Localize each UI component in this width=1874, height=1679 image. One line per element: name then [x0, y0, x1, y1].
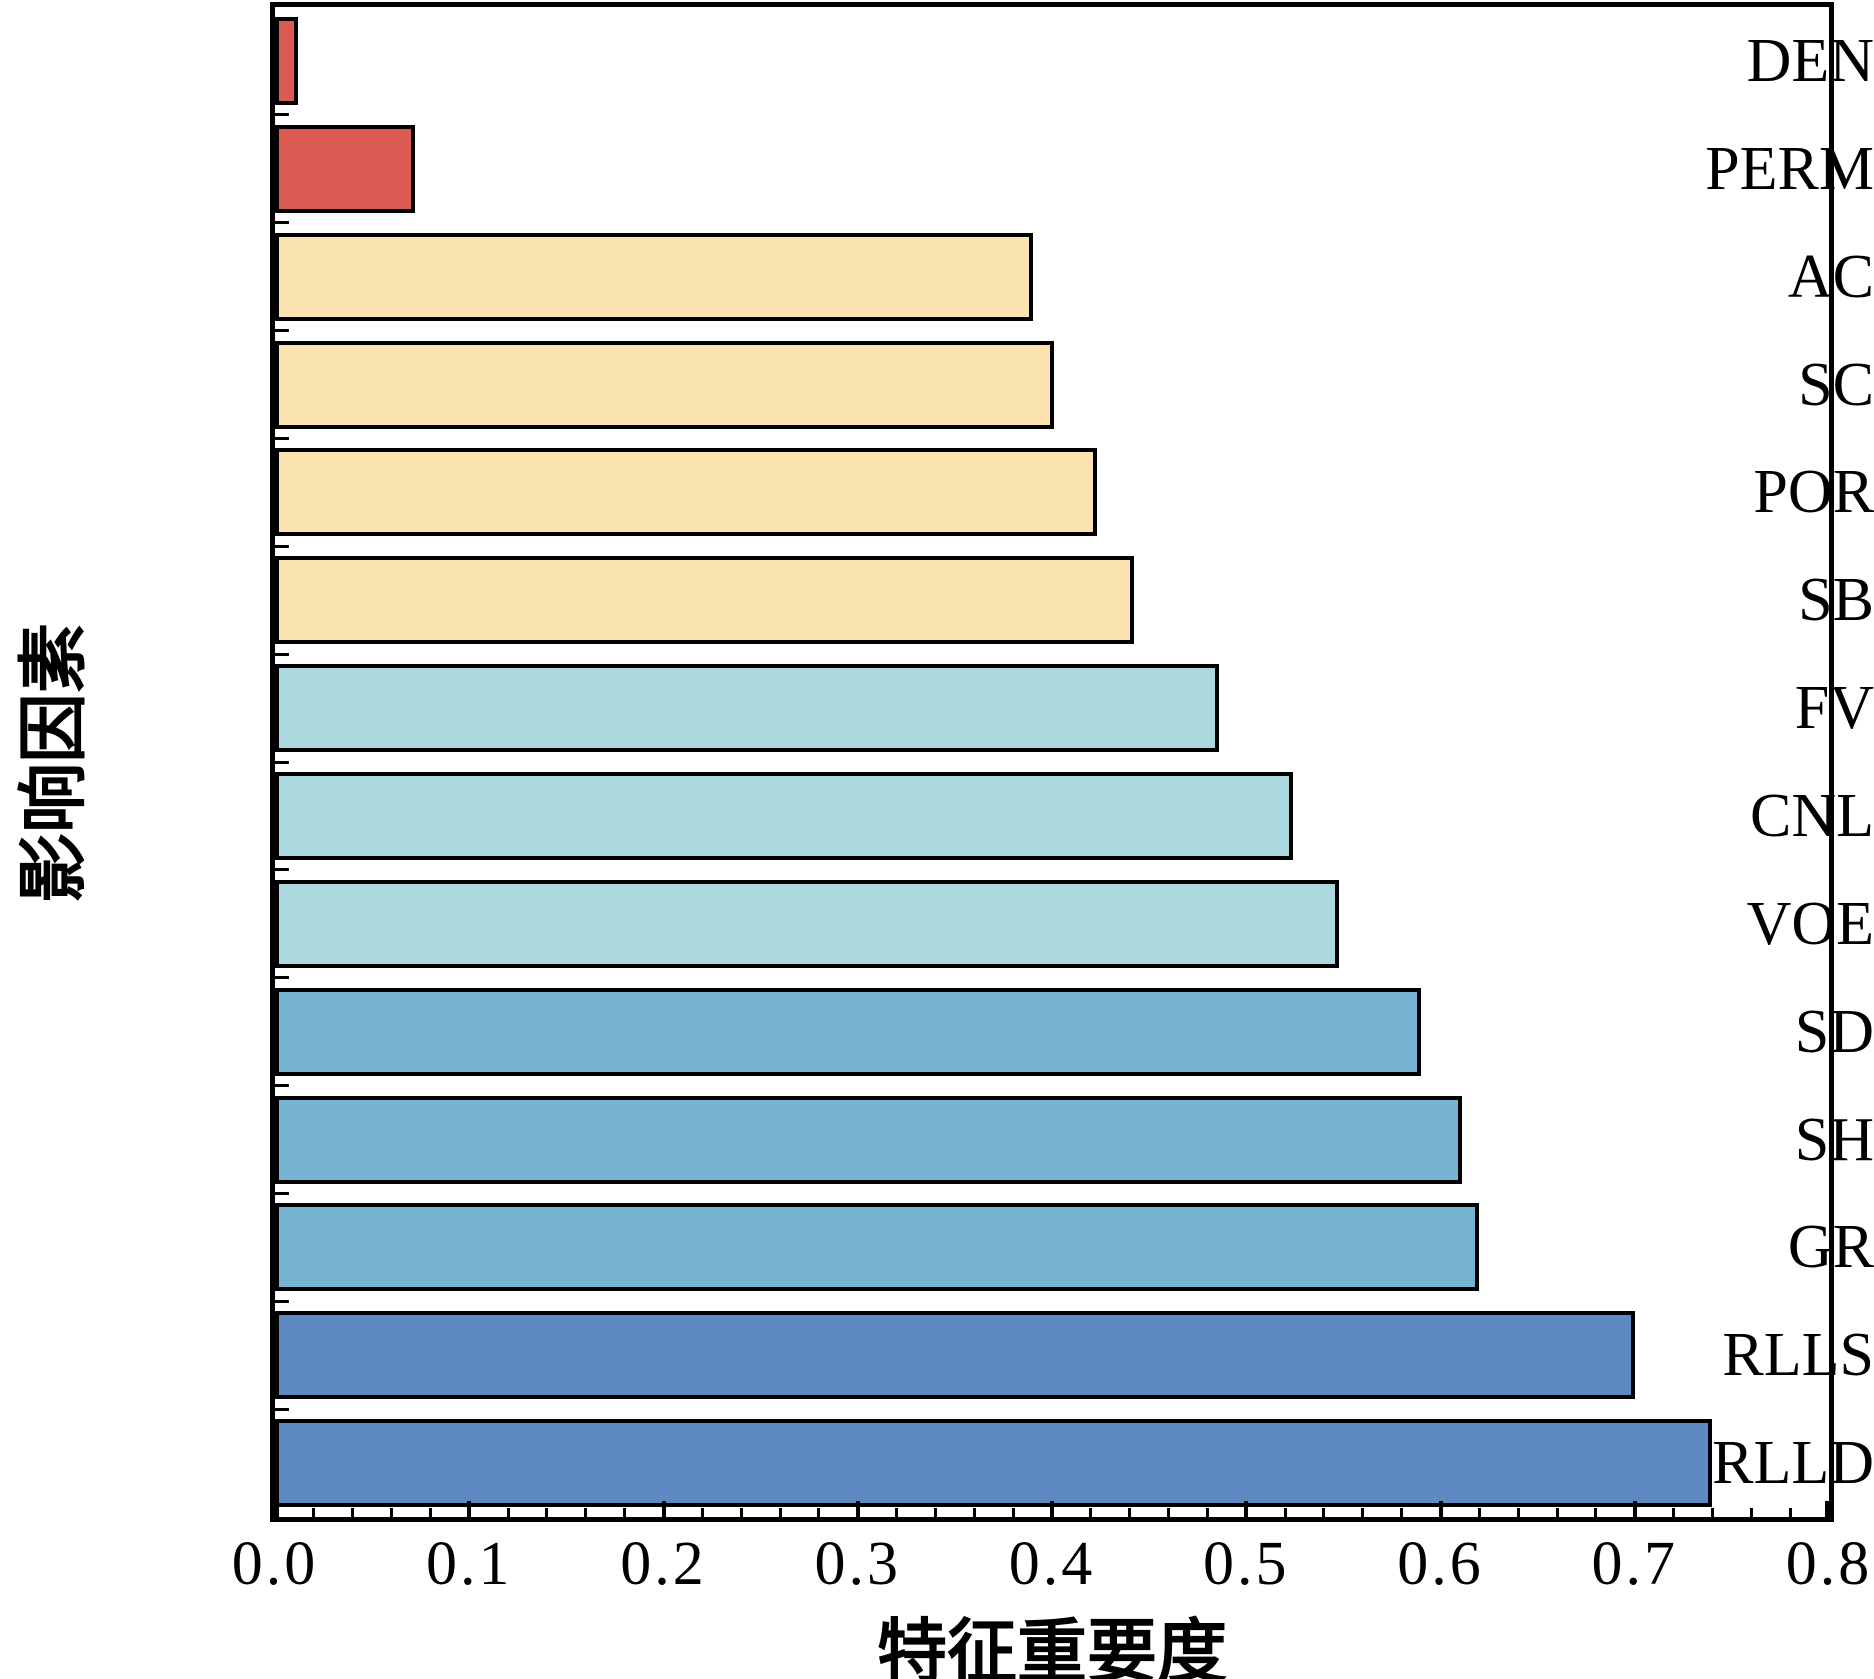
y-tick-label-DEN: DEN	[1746, 26, 1874, 95]
x-axis-major-tick	[1050, 1501, 1054, 1517]
x-axis-minor-tick	[312, 1508, 316, 1517]
x-axis-minor-tick	[778, 1508, 782, 1517]
y-axis-minor-tick	[275, 221, 289, 225]
bar-PERM	[275, 124, 415, 213]
x-axis-major-tick	[1438, 1501, 1443, 1517]
x-tick-label-0.5: 0.5	[1203, 1530, 1290, 1598]
x-axis-major-tick	[467, 1501, 472, 1517]
x-axis-minor-tick	[584, 1508, 588, 1517]
bar-SC	[275, 340, 1054, 429]
y-axis-minor-tick	[275, 652, 289, 656]
x-axis-minor-tick	[1710, 1508, 1714, 1517]
y-axis-minor-tick	[275, 1084, 289, 1088]
x-axis-minor-tick	[1089, 1508, 1093, 1517]
x-tick-label-0.8: 0.8	[1785, 1530, 1873, 1598]
y-axis-minor-tick	[275, 436, 289, 440]
x-axis-minor-tick	[1011, 1508, 1015, 1517]
y-axis-minor-tick	[275, 113, 289, 117]
y-tick-label-RLLD: RLLD	[1712, 1429, 1874, 1498]
y-axis-minor-tick	[275, 868, 289, 872]
x-axis-minor-tick	[1516, 1508, 1520, 1517]
y-tick-label-CNL: CNL	[1750, 781, 1874, 850]
x-axis-minor-tick	[817, 1508, 821, 1517]
x-tick-label-0.7: 0.7	[1591, 1530, 1678, 1598]
bar-SH	[275, 1095, 1462, 1184]
x-axis-minor-tick	[1555, 1508, 1559, 1517]
x-axis-major-tick	[661, 1501, 666, 1517]
y-tick-label-PERM: PERM	[1705, 134, 1874, 203]
x-axis-minor-tick	[1167, 1508, 1171, 1517]
y-tick-label-SB: SB	[1798, 566, 1874, 635]
x-axis-minor-tick	[1283, 1508, 1287, 1517]
x-axis-major-tick	[275, 1501, 279, 1517]
y-axis-minor-tick	[275, 1191, 289, 1195]
x-tick-label-0.3: 0.3	[814, 1530, 901, 1598]
x-axis-minor-tick	[895, 1508, 899, 1517]
bar-SD	[275, 987, 1422, 1076]
x-axis-minor-tick	[972, 1508, 976, 1517]
bar-CNL	[275, 771, 1293, 860]
bar-SB	[275, 556, 1134, 645]
x-axis-minor-tick	[506, 1508, 510, 1517]
bar-AC	[275, 232, 1033, 321]
y-tick-label-SD: SD	[1794, 997, 1874, 1066]
x-tick-label-0.2: 0.2	[620, 1530, 707, 1598]
x-axis-minor-tick	[1322, 1508, 1326, 1517]
x-axis-major-tick	[1632, 1501, 1637, 1517]
plot-inner	[275, 7, 1829, 1517]
y-axis-minor-tick	[275, 760, 289, 764]
y-tick-label-FV: FV	[1794, 674, 1874, 743]
bar-RLLS	[275, 1311, 1635, 1400]
x-axis-minor-tick	[933, 1508, 937, 1517]
x-axis-minor-tick	[545, 1508, 549, 1517]
x-tick-label-0.6: 0.6	[1397, 1530, 1484, 1598]
x-axis-minor-tick	[1477, 1508, 1481, 1517]
x-axis-minor-tick	[1749, 1508, 1753, 1517]
y-tick-label-SC: SC	[1798, 350, 1874, 419]
y-tick-label-VOE: VOE	[1746, 889, 1874, 958]
bar-VOE	[275, 879, 1340, 968]
x-axis-minor-tick	[700, 1508, 704, 1517]
plot-area	[270, 2, 1834, 1522]
x-tick-label-0.4: 0.4	[1008, 1530, 1096, 1598]
x-axis-major-tick	[1244, 1501, 1249, 1517]
y-tick-label-SH: SH	[1794, 1105, 1874, 1174]
y-axis-minor-tick	[275, 1407, 289, 1411]
x-axis-minor-tick	[739, 1508, 743, 1517]
y-tick-label-POR: POR	[1753, 458, 1874, 527]
x-axis-major-tick	[1825, 1501, 1829, 1517]
x-axis-minor-tick	[1128, 1508, 1132, 1517]
x-axis-minor-tick	[1400, 1508, 1404, 1517]
x-axis-minor-tick	[351, 1508, 355, 1517]
y-axis-title: 影响因素	[16, 623, 94, 903]
y-axis-minor-tick	[275, 976, 289, 980]
x-axis-minor-tick	[1361, 1508, 1365, 1517]
y-tick-label-RLLS: RLLS	[1722, 1321, 1874, 1390]
x-axis-minor-tick	[623, 1508, 627, 1517]
bar-DEN	[275, 16, 299, 105]
x-axis-minor-tick	[1205, 1508, 1209, 1517]
x-axis-major-tick	[855, 1501, 860, 1517]
x-tick-label-0.0: 0.0	[231, 1530, 319, 1598]
bar-RLLD	[275, 1419, 1713, 1508]
y-axis-minor-tick	[275, 544, 289, 548]
x-axis-minor-tick	[1788, 1508, 1792, 1517]
x-axis-minor-tick	[1594, 1508, 1598, 1517]
x-tick-label-0.1: 0.1	[426, 1530, 513, 1598]
x-axis-minor-tick	[428, 1508, 432, 1517]
y-axis-minor-tick	[275, 329, 289, 333]
x-axis-title: 特征重要度	[877, 1615, 1227, 1679]
x-axis-minor-tick	[390, 1508, 394, 1517]
bar-FV	[275, 664, 1220, 753]
bar-POR	[275, 448, 1097, 537]
x-axis-minor-tick	[1672, 1508, 1676, 1517]
y-tick-label-GR: GR	[1787, 1213, 1874, 1282]
y-tick-label-AC: AC	[1787, 242, 1874, 311]
y-axis-minor-tick	[275, 1299, 289, 1303]
bar-GR	[275, 1203, 1480, 1292]
